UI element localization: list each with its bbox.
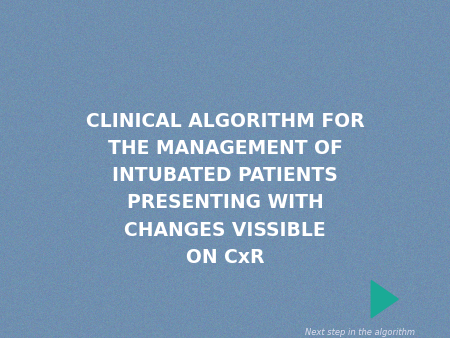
Polygon shape bbox=[371, 281, 398, 318]
Text: CLINICAL ALGORITHM FOR
THE MANAGEMENT OF
INTUBATED PATIENTS
PRESENTING WITH
CHAN: CLINICAL ALGORITHM FOR THE MANAGEMENT OF… bbox=[86, 112, 365, 267]
Text: Next step in the algorithm: Next step in the algorithm bbox=[305, 328, 415, 337]
